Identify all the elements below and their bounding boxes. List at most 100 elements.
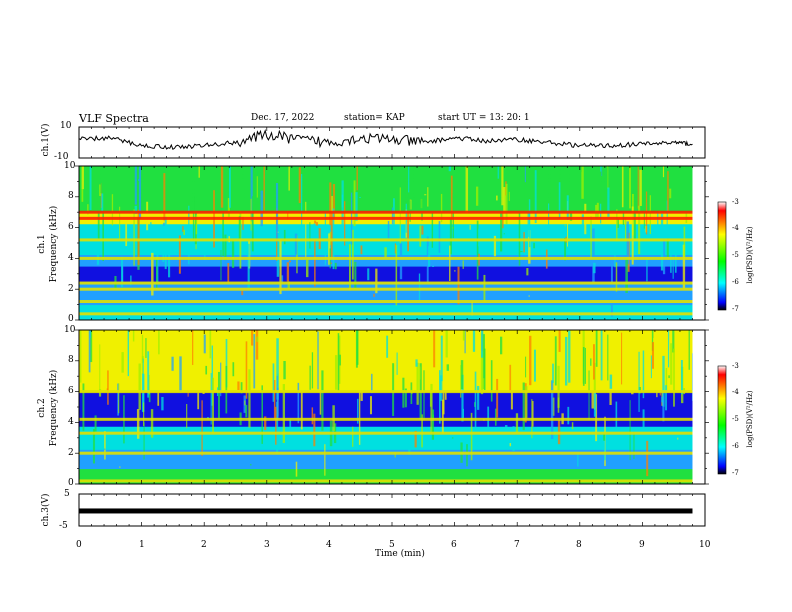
spectrogram-strip xyxy=(79,437,705,443)
spectrogram-column xyxy=(287,281,290,289)
spectrogram-column xyxy=(616,209,618,242)
spectrogram-column xyxy=(317,331,319,390)
spectrogram-column xyxy=(642,350,645,399)
ch1-spectrogram-ylabel-frequency: Frequency (kHz) xyxy=(49,205,59,283)
spectrogram-column xyxy=(356,166,358,191)
spectrogram-column xyxy=(283,361,286,380)
spectrogram-column xyxy=(349,244,351,291)
spectrogram-column xyxy=(157,381,160,406)
spectrogram-column xyxy=(334,262,337,270)
spectrogram-column xyxy=(615,401,618,446)
spectrogram-column xyxy=(557,365,560,408)
spectrogram-strip xyxy=(79,372,705,377)
spectrogram-column xyxy=(201,400,203,457)
spectrogram-strip xyxy=(79,231,705,236)
spectrogram-column xyxy=(415,359,418,367)
colorbar-2-tick: -4 xyxy=(732,388,739,396)
spectrogram-column xyxy=(504,425,508,429)
spectrogram-strip xyxy=(79,246,705,252)
spectrogram-column xyxy=(111,194,114,226)
spectrogram-column xyxy=(465,166,469,224)
time-xtick: 2 xyxy=(201,540,207,550)
spectrogram-column xyxy=(432,414,435,420)
spectrogram-column xyxy=(476,220,479,280)
ch2-freq-ytick: 2 xyxy=(68,448,74,458)
spectrogram-column xyxy=(329,182,332,226)
spectrogram-column xyxy=(662,355,665,407)
spectrogram-strip xyxy=(79,277,705,282)
spectrogram-strip xyxy=(79,204,705,209)
spectrogram-strip xyxy=(79,235,705,240)
spectrogram-column xyxy=(533,242,535,249)
spectrogram-strip xyxy=(79,433,705,439)
ch2-freq-ytick: 6 xyxy=(68,386,74,396)
spectrogram-column xyxy=(440,335,443,382)
spectrogram-column xyxy=(469,224,471,230)
spectrogram-column xyxy=(552,363,554,383)
spectrogram-column xyxy=(651,342,655,369)
spectrogram-column xyxy=(313,413,316,447)
spectrogram-column xyxy=(603,433,606,441)
spectrogram-column xyxy=(680,359,683,395)
spectrogram-column xyxy=(301,173,303,228)
spectrogram-column xyxy=(358,384,361,445)
spectrogram-column xyxy=(646,440,649,477)
spectrogram-column xyxy=(500,197,503,252)
spectrogram-column xyxy=(414,430,417,448)
spectrogram-column xyxy=(629,400,631,461)
spectrogram-strip xyxy=(79,399,705,404)
spectrogram-column xyxy=(424,194,427,196)
spectrogram-column xyxy=(309,365,311,390)
spectrogram-strip xyxy=(79,395,705,400)
spectrogram-column xyxy=(298,167,301,204)
spectrogram-column xyxy=(82,337,85,366)
spectrogram-column xyxy=(101,193,104,212)
spectrogram-column xyxy=(501,166,504,206)
time-xtick: 4 xyxy=(326,540,332,550)
spectrogram-column xyxy=(150,409,154,438)
spectrogram-column xyxy=(408,438,411,455)
spectrogram-column xyxy=(156,259,158,288)
spectrogram-column xyxy=(106,388,108,392)
spectrogram-column xyxy=(251,196,254,252)
spectrogram-strip xyxy=(79,380,705,385)
ch2-spectrogram-ylabel-channel: ch.2 xyxy=(37,398,47,418)
spectrogram-strip xyxy=(79,243,705,248)
spectrogram-strip xyxy=(79,285,705,290)
spectrogram-column xyxy=(405,176,408,222)
spectrogram-strip xyxy=(79,410,705,416)
spectrogram-column xyxy=(145,338,147,358)
spectrogram-column xyxy=(626,221,629,265)
spectrogram-gap xyxy=(692,330,705,484)
spectrogram-column xyxy=(261,385,263,444)
spectrogram-column xyxy=(225,338,228,388)
spectrogram-column xyxy=(203,334,206,354)
spectrogram-column xyxy=(137,209,140,266)
spectrogram-column xyxy=(360,245,363,255)
spectrogram-column xyxy=(146,201,149,231)
spectrogram-column xyxy=(88,330,91,373)
colorbar-2-tick: -5 xyxy=(732,415,739,423)
spectrogram-column xyxy=(265,166,268,183)
frequency-band xyxy=(79,390,705,394)
spectrogram-column xyxy=(682,244,686,289)
spectrogram-column xyxy=(410,330,413,345)
spectrogram-column xyxy=(162,232,165,262)
spectrogram-column xyxy=(558,330,561,352)
spectrogram-column xyxy=(600,166,602,172)
ch3-voltage-ylabel: ch.3(V) xyxy=(41,493,51,527)
spectrogram-column xyxy=(651,330,654,351)
spectrogram-column xyxy=(89,166,92,211)
spectrogram-column xyxy=(132,330,135,342)
ch1-voltage-trace xyxy=(78,129,693,151)
spectrogram-strip xyxy=(79,360,705,366)
spectrogram-column xyxy=(250,198,252,231)
spectrogram-column xyxy=(354,261,357,291)
spectrogram-strip xyxy=(79,453,705,458)
colorbar-2-label: log(PSD)(V²/Hz) xyxy=(746,390,754,448)
spectrogram-column xyxy=(276,230,280,277)
ch2-freq-ytick: 8 xyxy=(68,355,74,365)
spectrogram-column xyxy=(480,332,484,395)
spectrogram-column xyxy=(667,330,670,368)
spectrogram-column xyxy=(475,186,479,206)
